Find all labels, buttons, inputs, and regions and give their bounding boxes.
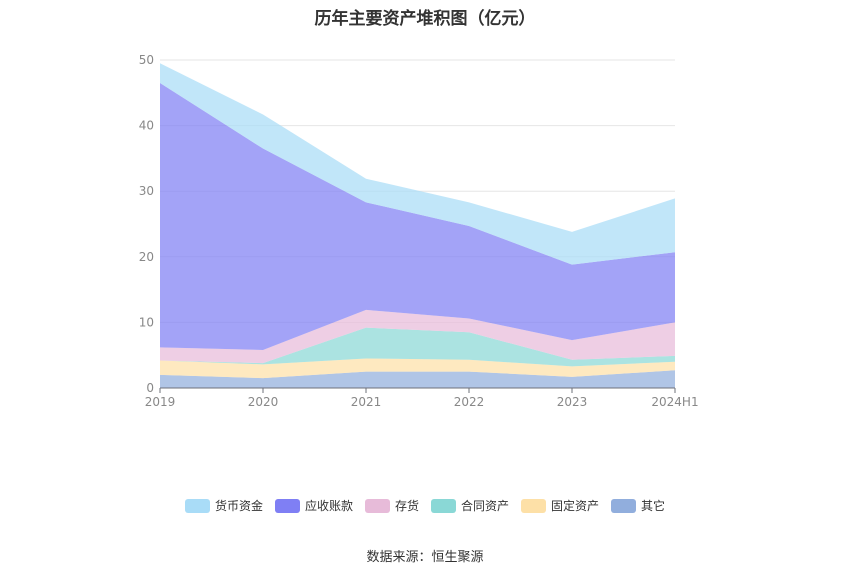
data-source: 数据来源：恒生聚源 bbox=[366, 550, 484, 565]
legend-item[interactable]: 合同资产 bbox=[431, 497, 509, 514]
y-tick-label: 40 bbox=[139, 119, 154, 133]
y-tick-label: 20 bbox=[139, 250, 154, 264]
legend-swatch bbox=[364, 498, 390, 513]
x-tick-label: 2022 bbox=[454, 395, 485, 409]
legend-label: 合同资产 bbox=[461, 499, 510, 513]
legend-swatch bbox=[521, 498, 547, 513]
legend-swatch bbox=[184, 498, 210, 513]
x-tick-label: 2020 bbox=[248, 395, 279, 409]
y-tick-label: 10 bbox=[139, 315, 154, 329]
legend-item[interactable]: 应收账款 bbox=[274, 497, 353, 514]
legend-item[interactable]: 其它 bbox=[611, 497, 665, 514]
area-series bbox=[160, 370, 675, 388]
legend-swatch bbox=[611, 498, 637, 513]
legend-label: 其它 bbox=[641, 499, 666, 513]
area-series bbox=[160, 358, 675, 379]
x-tick-label: 2019 bbox=[145, 395, 176, 409]
legend-label: 货币资金 bbox=[214, 499, 263, 513]
legend: 货币资金 应收账款 存货 合同资产 固定资产 其它 bbox=[0, 497, 850, 514]
axes: 2019 2020 2021 2022 2023 2024H1 bbox=[145, 387, 699, 409]
y-tick-label: 30 bbox=[139, 184, 154, 198]
area-layers bbox=[160, 63, 675, 388]
area-series bbox=[160, 309, 675, 364]
area-series bbox=[160, 82, 675, 350]
legend-label: 应收账款 bbox=[304, 499, 353, 513]
legend-item[interactable]: 存货 bbox=[364, 497, 419, 514]
area-series bbox=[160, 327, 675, 367]
legend-swatch bbox=[274, 498, 300, 513]
legend-item[interactable]: 货币资金 bbox=[184, 497, 263, 514]
legend-item[interactable]: 固定资产 bbox=[521, 497, 599, 514]
legend-label: 存货 bbox=[394, 499, 419, 513]
area-series bbox=[160, 63, 675, 265]
x-tick-label: 2021 bbox=[351, 395, 382, 409]
x-tick-label: 2023 bbox=[557, 395, 588, 409]
legend-swatch bbox=[431, 498, 456, 513]
chart-title: 历年主要资产堆积图（亿元） bbox=[314, 9, 536, 29]
x-tick-label: 2024H1 bbox=[651, 395, 698, 409]
y-tick-label: 0 bbox=[146, 381, 154, 395]
legend-label: 固定资产 bbox=[551, 499, 600, 513]
y-tick-label: 50 bbox=[139, 53, 154, 67]
